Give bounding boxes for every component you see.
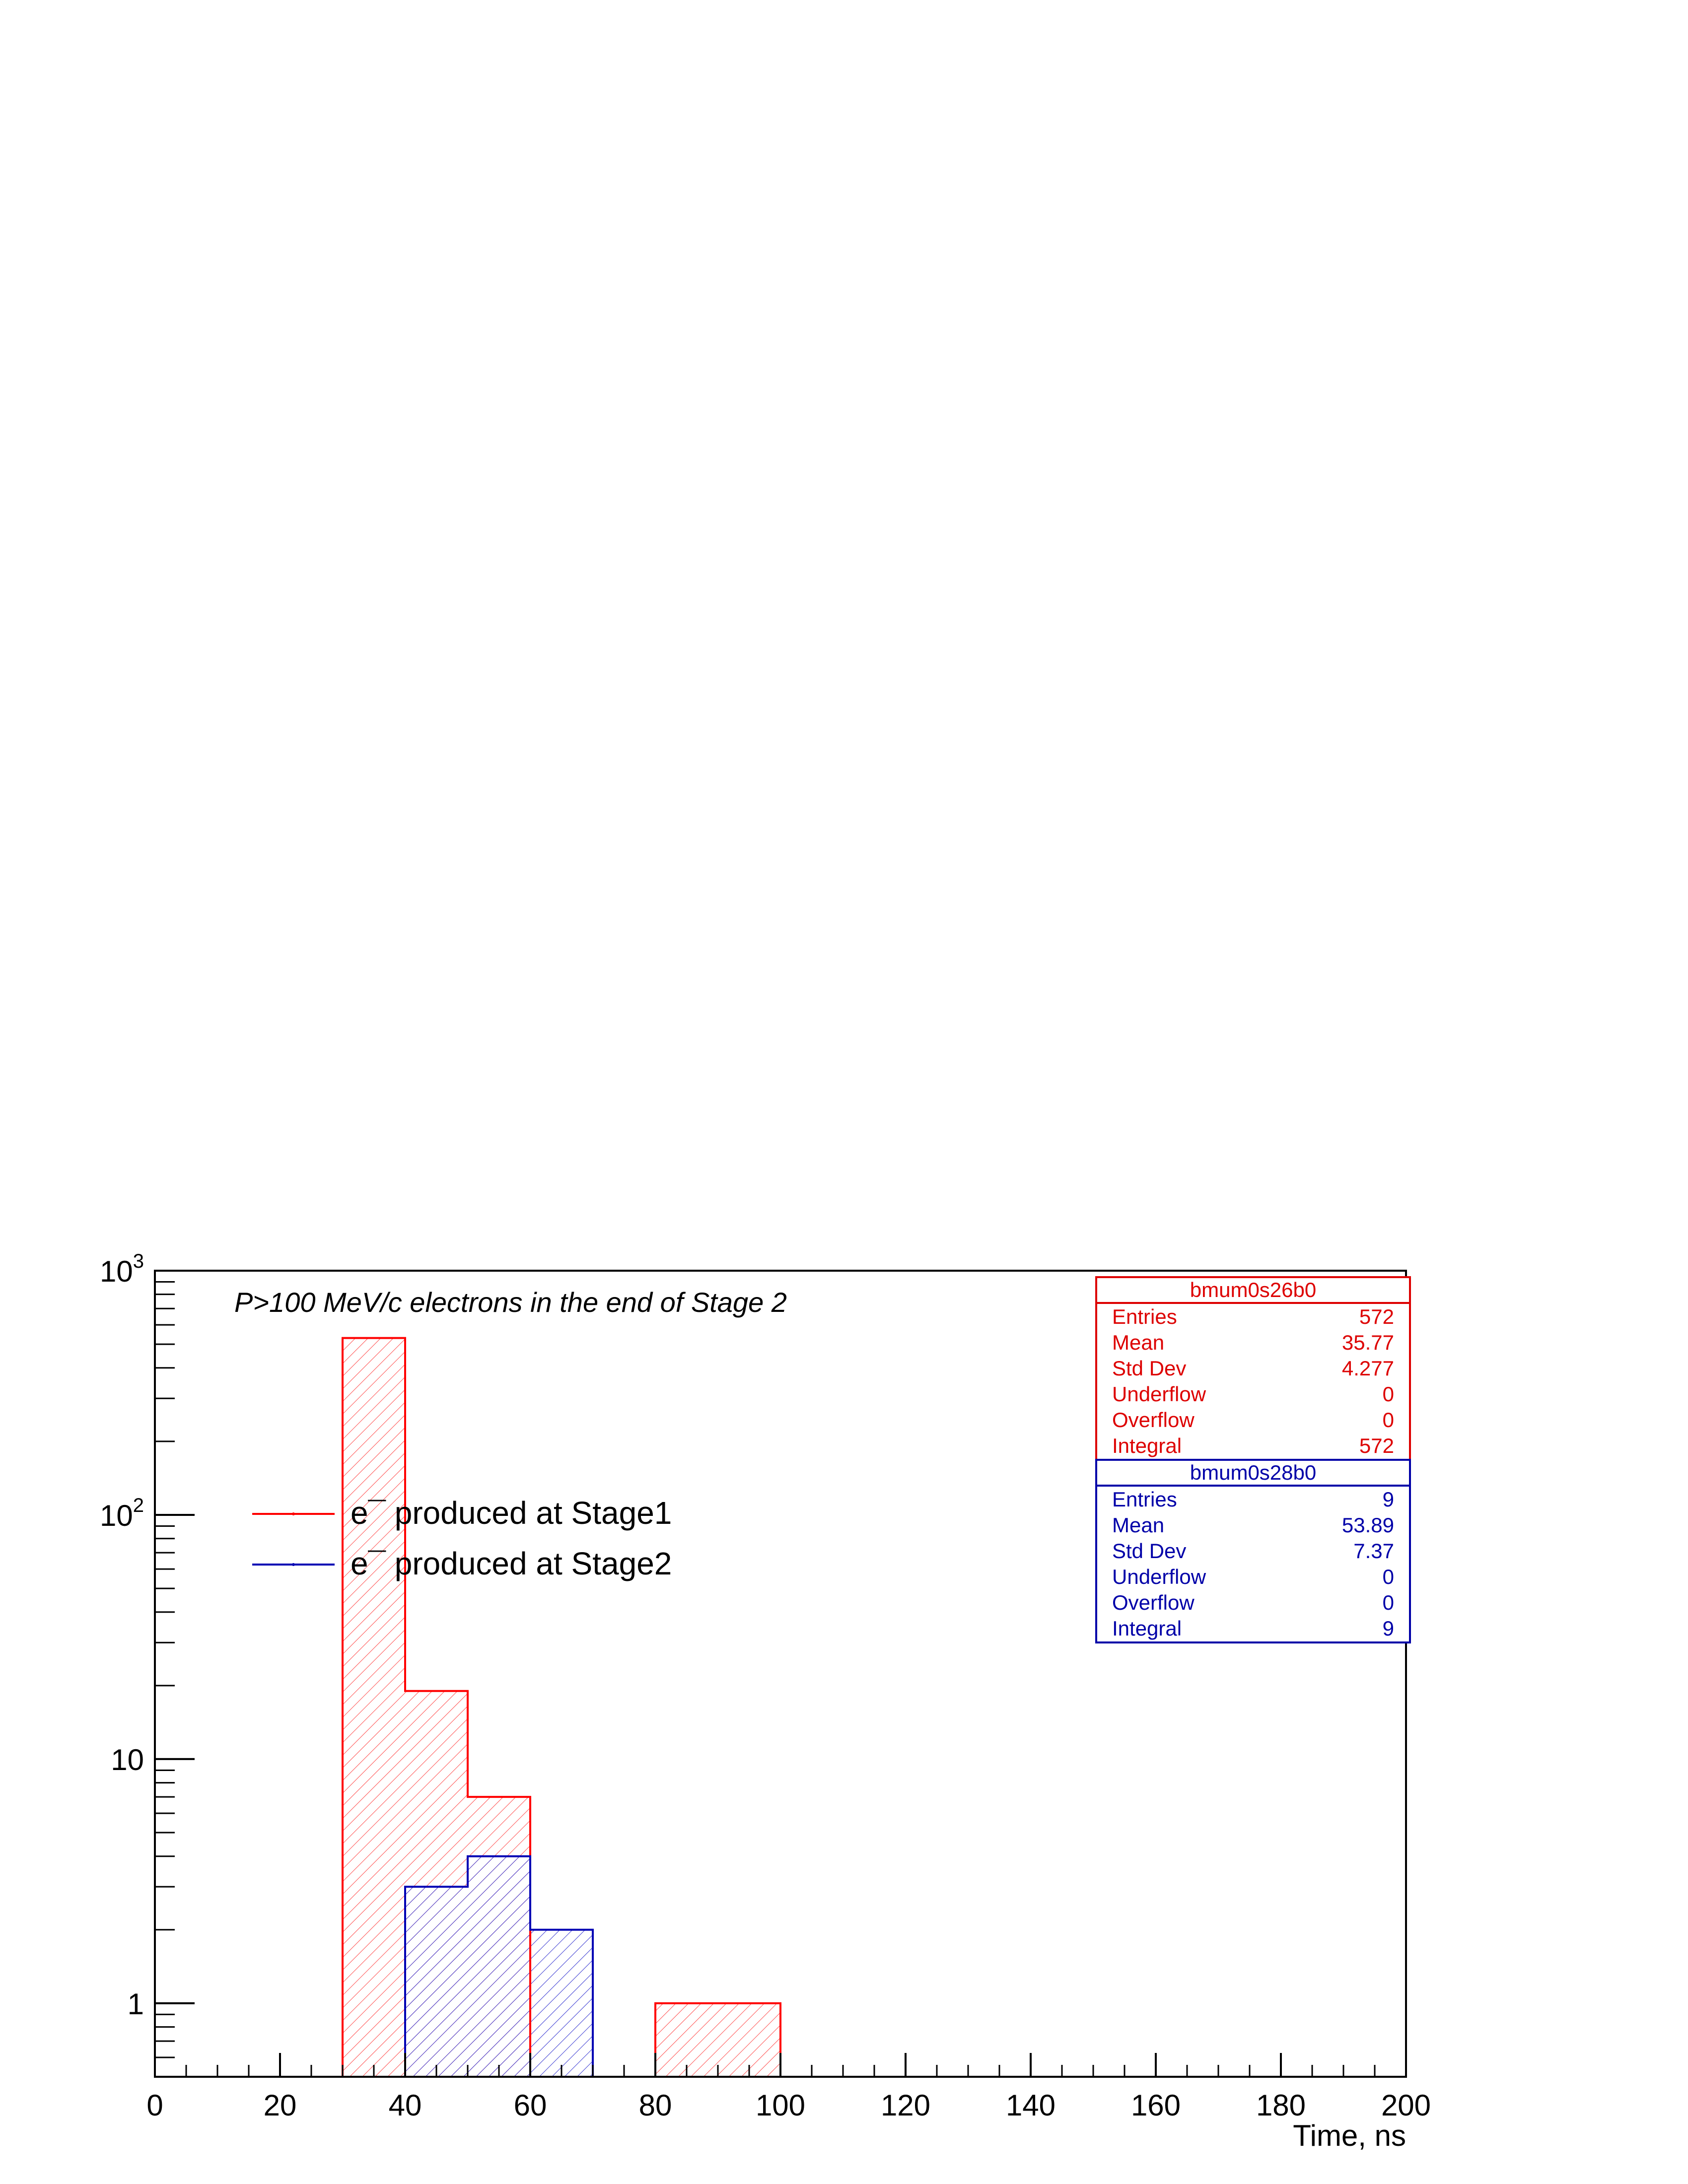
x-tick-label-0: 0 (146, 2089, 163, 2122)
legend-marker-1 (292, 1512, 295, 1515)
series-1-bar-1 (343, 1338, 405, 2077)
x-tick-label-200: 200 (1381, 2089, 1431, 2122)
stats-row-label: Std Dev (1112, 1357, 1186, 1380)
stats-row-value: 9 (1383, 1617, 1394, 1640)
series-2-bar-3 (530, 1929, 593, 2077)
y-tick-label-10^2: 102 (100, 1495, 144, 1532)
stats-row-value: 35.77 (1342, 1331, 1394, 1354)
y-tick-label-10: 10 (111, 1743, 144, 1776)
stats-row-value: 572 (1359, 1305, 1394, 1328)
x-axis-label: Time, ns (1293, 2119, 1406, 2152)
stats-box-title: bmum0s26b0 (1190, 1278, 1316, 1301)
series-2-bar-1 (405, 1887, 468, 2077)
x-tick-label-40: 40 (389, 2089, 422, 2122)
stats-row-label: Underflow (1112, 1565, 1206, 1588)
stats-box-title: bmum0s28b0 (1190, 1461, 1316, 1484)
x-tick-label-120: 120 (881, 2089, 930, 2122)
legend: e¯ produced at Stage1 e¯ produced at Stag… (252, 1495, 672, 1581)
stats-row-value: 0 (1383, 1591, 1394, 1614)
legend-marker-2 (292, 1563, 295, 1566)
x-tick-label-180: 180 (1256, 2089, 1306, 2122)
stats-box-2 (1095, 1459, 1411, 1643)
stats-row-label: Entries (1112, 1488, 1177, 1511)
stats-row-label: Mean (1112, 1331, 1164, 1354)
stats-row-value: 53.89 (1342, 1513, 1394, 1537)
stats-row-value: 0 (1383, 1382, 1394, 1406)
x-tick-label-140: 140 (1006, 2089, 1055, 2122)
y-tick-label-10^3: 103 (100, 1250, 144, 1288)
stats-row-value: 0 (1383, 1565, 1394, 1588)
axes: 0 20 40 60 80 100 120 140 160 180 200 1 10 102 103 (100, 1250, 1431, 2122)
stats-row-value: 9 (1383, 1488, 1394, 1511)
stats-row-label: Overflow (1112, 1408, 1195, 1432)
stats-row-label: Std Dev (1112, 1539, 1186, 1563)
stats-boxes: bmum0s26b0 Entries 572 Mean 35.77 Std Dev 4.27… (1095, 1276, 1411, 1643)
x-tick-label-160: 160 (1131, 2089, 1181, 2122)
stats-row-label: Integral (1112, 1617, 1182, 1640)
stats-row-label: Entries (1112, 1305, 1177, 1328)
stats-box-1 (1095, 1276, 1411, 1461)
histogram-bars (343, 1338, 780, 2077)
x-tick-label-60: 60 (514, 2089, 547, 2122)
x-tick-label-80: 80 (639, 2089, 672, 2122)
y-tick-label-1: 1 (128, 1987, 144, 2021)
series-1-bar-5 (718, 2003, 780, 2077)
x-tick-label-20: 20 (264, 2089, 297, 2122)
stats-row-value: 7.37 (1353, 1539, 1394, 1563)
stats-row-label: Integral (1112, 1434, 1182, 1457)
stats-row-label: Underflow (1112, 1382, 1206, 1406)
stats-row-label: Mean (1112, 1513, 1164, 1537)
legend-label-2: e¯ produced at Stage2 (351, 1546, 672, 1581)
stats-row-value: 0 (1383, 1408, 1394, 1432)
legend-label-1: e¯ produced at Stage1 (351, 1495, 672, 1531)
x-tick-label-100: 100 (756, 2089, 805, 2122)
stats-row-value: 4.277 (1342, 1357, 1394, 1380)
stats-row-value: 572 (1359, 1434, 1394, 1457)
series-1-bar-4 (655, 2003, 718, 2077)
stats-row-label: Overflow (1112, 1591, 1195, 1614)
chart-title: P>100 MeV/c electrons in the end of Stag… (234, 1287, 787, 1318)
series-2-bar-2 (468, 1856, 530, 2077)
